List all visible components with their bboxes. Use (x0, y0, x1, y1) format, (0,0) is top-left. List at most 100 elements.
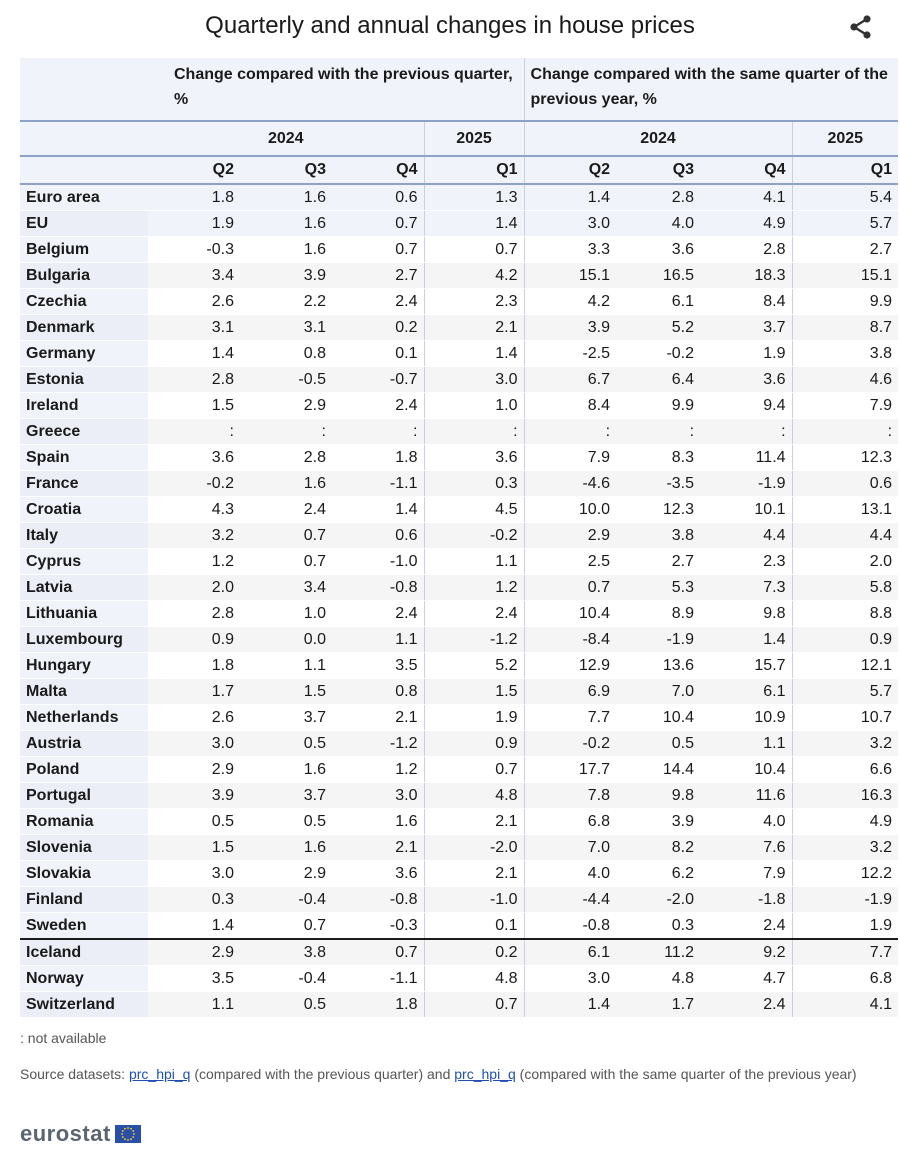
value-cell: 5.7 (791, 210, 899, 237)
value-cell: 0.6 (332, 184, 424, 211)
value-cell: 9.8 (616, 782, 701, 809)
value-cell: 6.1 (700, 678, 793, 705)
value-cell: 10.7 (791, 704, 899, 731)
value-cell: 0.0 (240, 626, 332, 653)
value-cell: 3.4 (148, 262, 240, 289)
value-cell: 1.9 (700, 340, 793, 367)
source-text: Source datasets: prc_hpi_q (compared wit… (20, 1062, 882, 1086)
value-cell: 3.0 (523, 210, 617, 237)
value-cell: 3.2 (148, 522, 240, 549)
value-cell: 12.3 (616, 496, 701, 523)
table-row: Finland 0.3 -0.4 -0.8 -1.0 -4.4 -2.0 -1.8 -1.9 (20, 886, 899, 913)
value-cell: 5.8 (791, 574, 899, 601)
value-cell: 8.9 (616, 600, 701, 627)
value-cell: 15.7 (700, 652, 793, 679)
value-cell: 2.1 (423, 808, 525, 835)
value-cell: 1.1 (240, 652, 332, 679)
dataset-link-annual[interactable]: prc_hpi_q (454, 1066, 516, 1082)
value-cell: 4.4 (791, 522, 899, 549)
country-name: Luxembourg (20, 626, 148, 653)
value-cell: 4.1 (791, 991, 899, 1018)
value-cell: 4.8 (616, 965, 701, 992)
value-cell: 4.6 (791, 366, 899, 393)
table-row: Slovenia 1.5 1.6 2.1 -2.0 7.0 8.2 7.6 3.2 (20, 834, 899, 861)
value-cell: 0.1 (332, 340, 424, 367)
table-row: Cyprus 1.2 0.7 -1.0 1.1 2.5 2.7 2.3 2.0 (20, 548, 899, 575)
value-cell: 2.9 (240, 860, 332, 887)
country-name: France (20, 470, 148, 497)
country-name: Germany (20, 340, 148, 367)
value-cell: 3.7 (240, 704, 332, 731)
value-cell: 1.6 (332, 808, 424, 835)
value-cell: 4.8 (423, 782, 525, 809)
value-cell: 1.0 (423, 392, 525, 419)
value-cell: 1.1 (423, 548, 525, 575)
value-cell: -4.4 (523, 886, 617, 913)
dataset-link-quarterly[interactable]: prc_hpi_q (128, 1066, 191, 1082)
country-name: Lithuania (20, 600, 148, 627)
value-cell: 2.6 (148, 704, 240, 731)
country-name: Iceland (20, 938, 148, 966)
value-cell: 1.5 (148, 834, 240, 861)
value-cell: 7.3 (700, 574, 793, 601)
value-cell: 2.1 (332, 834, 424, 861)
value-cell: 1.4 (423, 210, 525, 237)
value-cell: 4.3 (148, 496, 240, 523)
share-icon[interactable] (848, 14, 874, 40)
value-cell: : (148, 418, 240, 445)
value-cell: 0.7 (332, 210, 424, 237)
quarter-header: Q4 (332, 156, 424, 185)
value-cell: 9.8 (700, 600, 793, 627)
value-cell: 2.0 (148, 574, 240, 601)
value-cell: 3.6 (423, 444, 525, 471)
value-cell: 2.4 (700, 912, 793, 940)
value-cell: 1.8 (332, 991, 424, 1018)
value-cell: 6.8 (523, 808, 617, 835)
value-cell: 1.1 (332, 626, 424, 653)
value-cell: 4.7 (700, 965, 793, 992)
value-cell: 3.0 (523, 965, 617, 992)
value-cell: 6.6 (791, 756, 899, 783)
value-cell: 6.8 (791, 965, 899, 992)
value-cell: 3.5 (148, 965, 240, 992)
value-cell: 2.8 (148, 366, 240, 393)
value-cell: 7.9 (700, 860, 793, 887)
value-cell: 16.5 (616, 262, 701, 289)
value-cell: 0.7 (332, 938, 424, 966)
value-cell: 10.4 (700, 756, 793, 783)
country-name: Finland (20, 886, 148, 913)
table-row: Czechia 2.6 2.2 2.4 2.3 4.2 6.1 8.4 9.9 (20, 288, 899, 315)
value-cell: 7.9 (523, 444, 617, 471)
value-cell: -1.9 (616, 626, 701, 653)
value-cell: -0.5 (240, 366, 332, 393)
value-cell: 3.0 (148, 860, 240, 887)
value-cell: 1.5 (240, 678, 332, 705)
value-cell: -0.8 (332, 886, 424, 913)
value-cell: 0.7 (523, 574, 617, 601)
table-row: Italy 3.2 0.7 0.6 -0.2 2.9 3.8 4.4 4.4 (20, 522, 899, 549)
value-cell: 10.0 (523, 496, 617, 523)
country-name: Slovenia (20, 834, 148, 861)
value-cell: 3.6 (616, 236, 701, 263)
group-header-quarterly: Change compared with the previous quarte… (148, 58, 525, 122)
value-cell: 4.2 (523, 288, 617, 315)
country-name: Hungary (20, 652, 148, 679)
table-row: Germany 1.4 0.8 0.1 1.4 -2.5 -0.2 1.9 3.8 (20, 340, 899, 367)
value-cell: 10.4 (616, 704, 701, 731)
value-cell: 2.4 (423, 600, 525, 627)
value-cell: 2.2 (240, 288, 332, 315)
value-cell: 1.2 (423, 574, 525, 601)
value-cell: 2.1 (423, 314, 525, 341)
value-cell: 0.3 (423, 470, 525, 497)
value-cell: 4.2 (423, 262, 525, 289)
table-row: Austria 3.0 0.5 -1.2 0.9 -0.2 0.5 1.1 3.2 (20, 730, 899, 757)
value-cell: 17.7 (523, 756, 617, 783)
value-cell: 7.0 (523, 834, 617, 861)
year-header: 2024 (523, 121, 793, 157)
value-cell: 3.4 (240, 574, 332, 601)
value-cell: 8.7 (791, 314, 899, 341)
country-name: Slovakia (20, 860, 148, 887)
value-cell: 0.7 (240, 522, 332, 549)
value-cell: 4.5 (423, 496, 525, 523)
quarter-header: Q4 (700, 156, 793, 185)
